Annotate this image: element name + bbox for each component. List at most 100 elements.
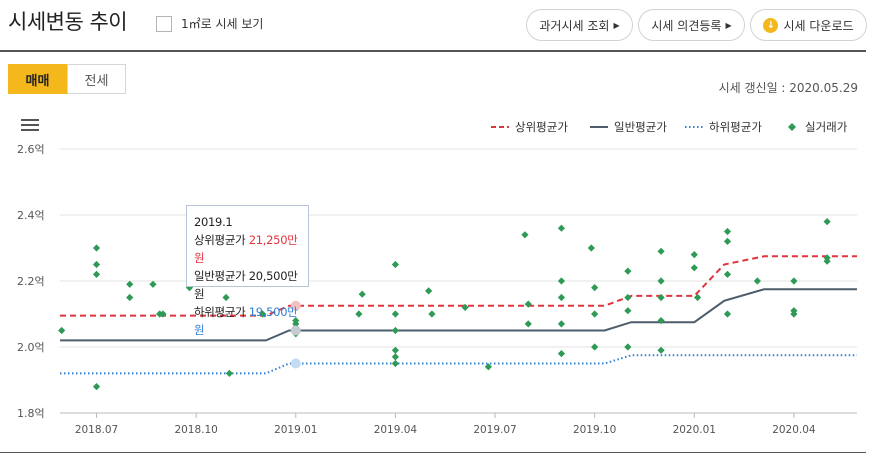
price-opinion-button[interactable]: 시세 의견등록 ▶: [638, 9, 745, 41]
actual-price-point: [391, 346, 400, 354]
price-download-button[interactable]: ↓ 시세 다운로드: [750, 9, 867, 41]
x-tick-label: 2019.10: [573, 424, 616, 436]
chart-tooltip: 2019.1 상위평균가 21,250만원 일반평균가 20,500만원 하위평…: [186, 205, 309, 337]
x-tick-label: 2018.10: [174, 424, 217, 436]
tooltip-lower-value: 19,500만원: [194, 305, 298, 337]
actual-price-point: [624, 293, 632, 302]
y-tick-label: 2.6억: [17, 143, 45, 156]
general-avg-line: [60, 288, 857, 342]
unit-area-label: 1㎡로 시세 보기: [181, 17, 264, 31]
upper-avg-line: [60, 255, 857, 317]
unit-area-toggle[interactable]: 1㎡로 시세 보기: [156, 15, 263, 32]
actual-price-point: [92, 383, 101, 391]
actual-price-point: [484, 363, 492, 371]
actual-price-point: [624, 307, 632, 315]
actual-price-point: [428, 310, 436, 318]
actual-price-point: [126, 293, 134, 302]
unit-area-checkbox[interactable]: [156, 15, 172, 32]
upper-highlight-dot: [290, 300, 301, 311]
actual-price-point: [587, 244, 595, 252]
actual-price-point: [690, 264, 698, 272]
hamburger-menu-icon[interactable]: [21, 119, 39, 132]
actual-price-point: [823, 257, 831, 265]
actual-price-point: [524, 300, 532, 308]
actual-price-point: [624, 267, 632, 275]
y-tick-label: 2.4억: [17, 209, 45, 222]
actual-price-point: [391, 359, 400, 368]
actual-price-point: [92, 270, 101, 278]
legend-actual-label: 실거래가: [805, 120, 848, 134]
general-highlight-dot: [290, 325, 301, 336]
actual-price-point: [557, 350, 566, 358]
y-tick-label: 2.0억: [17, 341, 45, 354]
legend-lower[interactable]: 하위평균가: [685, 119, 762, 135]
dotted-line-icon: [685, 126, 703, 128]
diamond-marker-icon: [788, 123, 796, 131]
past-price-button[interactable]: 과거시세 조회 ▶: [526, 9, 633, 41]
actual-price-point: [159, 310, 167, 318]
y-tick-label: 2.2억: [17, 275, 45, 288]
actual-price-point: [657, 293, 665, 302]
actual-price-point: [657, 277, 665, 285]
past-price-label: 과거시세 조회: [539, 18, 610, 33]
lower-highlight-dot: [290, 358, 301, 369]
actual-price-point: [723, 237, 732, 245]
tooltip-lower-row: 하위평균가 19,500만원: [194, 303, 301, 339]
actual-price-point: [557, 277, 566, 285]
actual-price-point: [823, 218, 831, 226]
legend-upper[interactable]: 상위평균가: [491, 119, 568, 135]
actual-price-point: [723, 227, 732, 236]
actual-price-point: [358, 290, 366, 298]
actual-price-point: [694, 293, 702, 302]
actual-price-point: [557, 320, 566, 328]
actual-price-point: [790, 310, 798, 318]
tooltip-lower-label: 하위평균가: [194, 305, 246, 319]
actual-price-point: [524, 320, 532, 328]
actual-price-point: [425, 287, 433, 295]
actual-price-point: [690, 251, 698, 259]
actual-price-point: [92, 244, 101, 252]
actual-price-point: [461, 303, 469, 311]
lower-avg-line: [60, 354, 857, 375]
actual-price-point: [149, 280, 157, 288]
legend-general[interactable]: 일반평균가: [590, 119, 667, 135]
actual-price-point: [391, 260, 400, 269]
tooltip-general-label: 일반평균가: [194, 269, 246, 283]
actual-price-point: [657, 317, 665, 325]
price-download-label: 시세 다운로드: [783, 18, 854, 33]
actual-price-point: [521, 231, 529, 239]
tooltip-date: 2019.1: [194, 215, 233, 229]
legend-upper-label: 상위평균가: [515, 120, 568, 134]
tab-jeonse[interactable]: 전세: [67, 64, 126, 94]
x-tick-label: 2019.01: [274, 424, 317, 436]
actual-price-point: [355, 310, 363, 318]
actual-price-point: [557, 293, 566, 302]
x-tick-label: 2019.07: [473, 424, 516, 436]
actual-price-point: [391, 353, 400, 361]
page-title: 시세변동 추이: [8, 10, 128, 34]
actual-price-point: [591, 343, 599, 351]
actual-price-point: [591, 310, 599, 318]
legend-general-label: 일반평균가: [614, 120, 667, 134]
caret-right-icon: ▶: [613, 20, 620, 30]
x-tick-label: 2020.01: [673, 424, 716, 436]
caret-right-icon: ▶: [725, 20, 732, 30]
actual-price-point: [790, 277, 798, 285]
tab-sale[interactable]: 매매: [8, 64, 67, 94]
legend-actual[interactable]: 실거래가: [787, 119, 847, 135]
x-tick-label: 2020.04: [772, 424, 816, 436]
actual-price-point: [657, 346, 665, 354]
y-tick-label: 1.8억: [17, 407, 45, 420]
x-tick-label: 2018.07: [75, 424, 118, 436]
dashed-line-icon: [491, 126, 509, 128]
x-tick-label: 2019.04: [374, 424, 418, 436]
tooltip-general-value: 20,500만원: [194, 269, 298, 301]
actual-price-point: [58, 326, 66, 335]
actual-price-point: [126, 280, 134, 288]
tooltip-upper-label: 상위평균가: [194, 233, 246, 247]
actual-price-point: [258, 310, 267, 318]
legend-lower-label: 하위평균가: [709, 120, 762, 134]
actual-price-point: [391, 326, 400, 335]
price-updated-date: 시세 갱신일 : 2020.05.29: [718, 81, 858, 95]
